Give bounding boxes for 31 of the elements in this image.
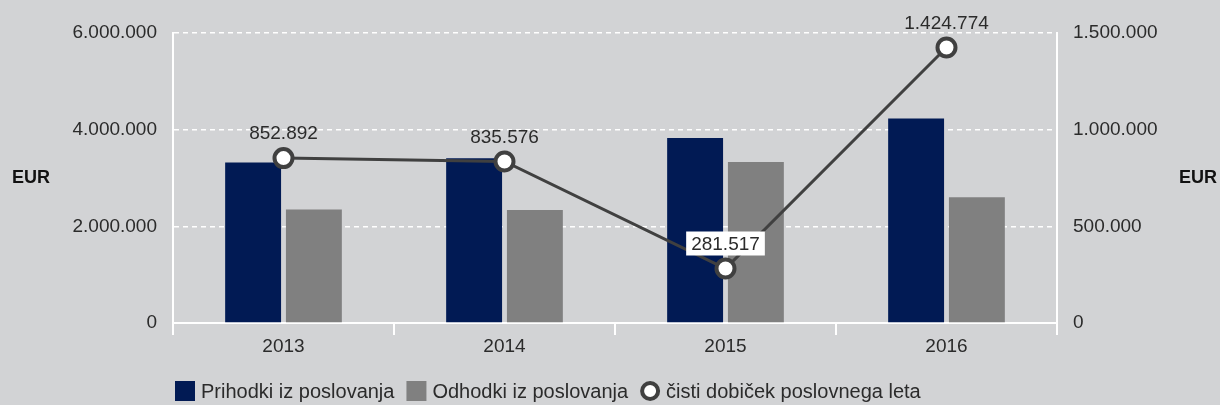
y-tick-label: 0 — [146, 311, 157, 333]
legend-label: čisti dobiček poslovnega leta — [666, 379, 922, 402]
y2-tick-label: 500.000 — [1073, 214, 1142, 236]
legend-label: Odhodki iz poslovanja — [432, 379, 629, 402]
y2-tick-label: 1.500.000 — [1073, 21, 1158, 43]
y-tick-label: 4.000.000 — [72, 117, 157, 139]
point — [493, 150, 516, 173]
x-tick-label: 2016 — [925, 334, 968, 356]
bar — [506, 209, 563, 323]
data-label: 281.517 — [691, 232, 760, 254]
y2-axis-title: EUR — [1178, 166, 1217, 187]
point — [714, 257, 737, 280]
bar — [446, 158, 503, 323]
data-label: 852.892 — [249, 122, 318, 144]
y2-tick-label: 1.000.000 — [1073, 117, 1158, 139]
y-tick-label: 6.000.000 — [72, 21, 157, 43]
bar — [225, 162, 282, 323]
x-tick-label: 2015 — [704, 334, 747, 356]
y-axis-title: EUR — [12, 166, 51, 187]
bar — [948, 197, 1005, 323]
point — [272, 147, 295, 170]
data-label: 835.576 — [470, 125, 539, 147]
point — [935, 36, 958, 59]
x-tick-label: 2013 — [262, 334, 305, 356]
x-tick-label: 2014 — [483, 334, 527, 356]
y2-tick-label: 0 — [1073, 311, 1084, 333]
legend-label: Prihodki iz poslovanja — [201, 379, 396, 402]
bar — [285, 209, 342, 323]
bar — [888, 118, 945, 323]
y-tick-label: 2.000.000 — [72, 214, 157, 236]
data-label: 1.424.774 — [904, 11, 990, 33]
